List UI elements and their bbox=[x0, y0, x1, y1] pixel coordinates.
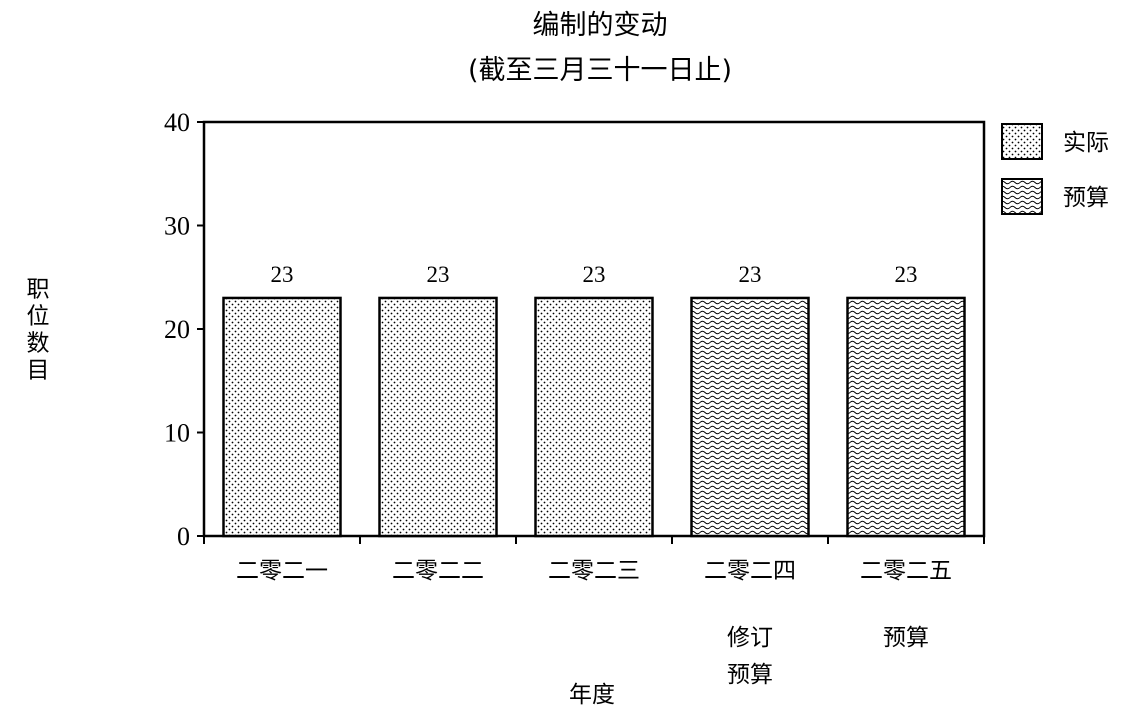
chart-subtitle: (截至三月三十一日止) bbox=[468, 55, 732, 86]
legend-swatch bbox=[1001, 123, 1043, 160]
x-axis-ticks bbox=[203, 536, 985, 544]
x-category-labels: 二零二一 二零二二 二零二三 二零二四 二零二五 bbox=[236, 558, 952, 584]
bar bbox=[846, 296, 966, 538]
x-axis-label: 年度 bbox=[569, 682, 615, 708]
x-category-note: 修订 bbox=[727, 625, 773, 651]
chart-title: 编制的变动 bbox=[533, 10, 668, 41]
x-category-label: 二零二四 bbox=[704, 558, 796, 584]
y-tick-label: 0 bbox=[177, 522, 190, 551]
data-label: 23 bbox=[739, 262, 762, 287]
bar bbox=[378, 296, 498, 538]
bar bbox=[222, 296, 342, 538]
x-category-label: 二零二三 bbox=[548, 558, 640, 584]
legend-label: 预算 bbox=[1063, 185, 1109, 211]
x-category-label: 二零二一 bbox=[236, 558, 328, 584]
y-axis-label-char: 职 bbox=[27, 277, 50, 303]
x-category-label: 二零二五 bbox=[860, 558, 952, 584]
y-axis-ticks: 0 10 20 30 40 bbox=[164, 108, 204, 551]
legend-swatch bbox=[1001, 178, 1043, 215]
data-label: 23 bbox=[271, 262, 294, 287]
y-axis-label-char: 位 bbox=[27, 304, 50, 330]
bar bbox=[690, 296, 810, 538]
y-axis-label-char: 数 bbox=[27, 331, 50, 357]
data-label: 23 bbox=[583, 262, 606, 287]
bars-group bbox=[222, 296, 966, 538]
bar bbox=[534, 296, 654, 538]
x-category-note: 预算 bbox=[883, 625, 929, 651]
y-tick-label: 10 bbox=[164, 419, 190, 448]
data-labels-group: 23 23 23 23 23 bbox=[271, 262, 918, 287]
data-label: 23 bbox=[427, 262, 450, 287]
y-tick-label: 30 bbox=[164, 212, 190, 241]
data-label: 23 bbox=[895, 262, 918, 287]
x-category-label: 二零二二 bbox=[392, 558, 484, 584]
y-axis-label-char: 目 bbox=[27, 358, 50, 384]
x-category-note: 预算 bbox=[727, 662, 773, 688]
y-tick-label: 20 bbox=[164, 315, 190, 344]
legend-label: 实际 bbox=[1063, 130, 1109, 156]
y-tick-label: 40 bbox=[164, 108, 190, 137]
